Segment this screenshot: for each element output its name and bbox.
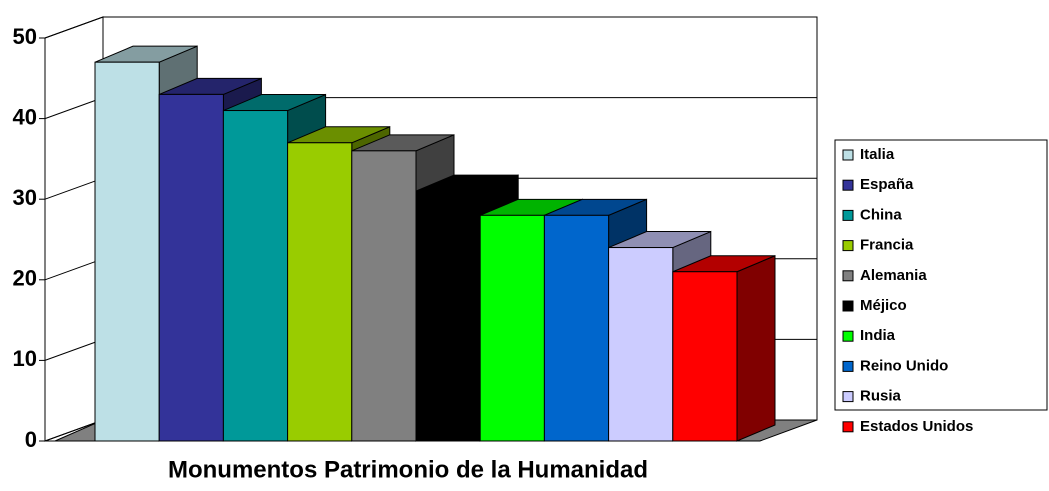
legend-label: Estados Unidos xyxy=(860,418,973,435)
grid-line xyxy=(44,177,104,200)
bar xyxy=(415,190,481,442)
legend-swatch xyxy=(842,209,854,221)
grid-line xyxy=(44,338,104,361)
y-tick-label: 40 xyxy=(13,104,37,129)
legend-label: Italia xyxy=(860,146,895,163)
bar-side xyxy=(736,254,776,442)
legend-swatch xyxy=(842,300,854,312)
legend-label: China xyxy=(860,206,902,223)
legend-label: España xyxy=(860,176,914,193)
bar xyxy=(287,142,353,442)
y-tick-label: 10 xyxy=(13,346,37,371)
bar xyxy=(672,271,738,442)
legend-label: Méjico xyxy=(860,297,907,314)
legend-swatch xyxy=(842,240,854,252)
bar xyxy=(222,110,289,442)
bar xyxy=(158,93,224,442)
legend-swatch xyxy=(842,330,854,342)
legend-swatch xyxy=(842,270,854,282)
legend-swatch xyxy=(842,360,854,372)
bar xyxy=(351,150,417,442)
y-tick-label: 0 xyxy=(25,427,37,452)
grid-line xyxy=(44,419,104,442)
legend-swatch xyxy=(842,179,854,191)
legend-box xyxy=(834,139,1048,411)
legend-swatch xyxy=(842,391,854,403)
legend-swatch xyxy=(842,149,854,161)
y-tick-label: 50 xyxy=(13,24,37,49)
bar xyxy=(543,214,610,442)
legend-label: Francia xyxy=(860,237,914,254)
legend-label: Alemania xyxy=(860,267,927,284)
bar xyxy=(608,247,674,442)
legend-swatch xyxy=(842,421,854,433)
legend-label: Rusia xyxy=(860,388,902,405)
bar xyxy=(94,61,160,442)
y-tick-label: 20 xyxy=(13,266,37,291)
grid-line xyxy=(44,258,104,281)
bar xyxy=(479,214,545,442)
legend-label: Reino Unido xyxy=(860,357,948,374)
side-wall xyxy=(44,16,104,442)
chart-title: Monumentos Patrimonio de la Humanidad xyxy=(168,456,648,483)
grid-line xyxy=(44,97,104,120)
legend-label: India xyxy=(860,327,896,344)
grid-line xyxy=(44,16,104,39)
y-tick-label: 30 xyxy=(13,185,37,210)
